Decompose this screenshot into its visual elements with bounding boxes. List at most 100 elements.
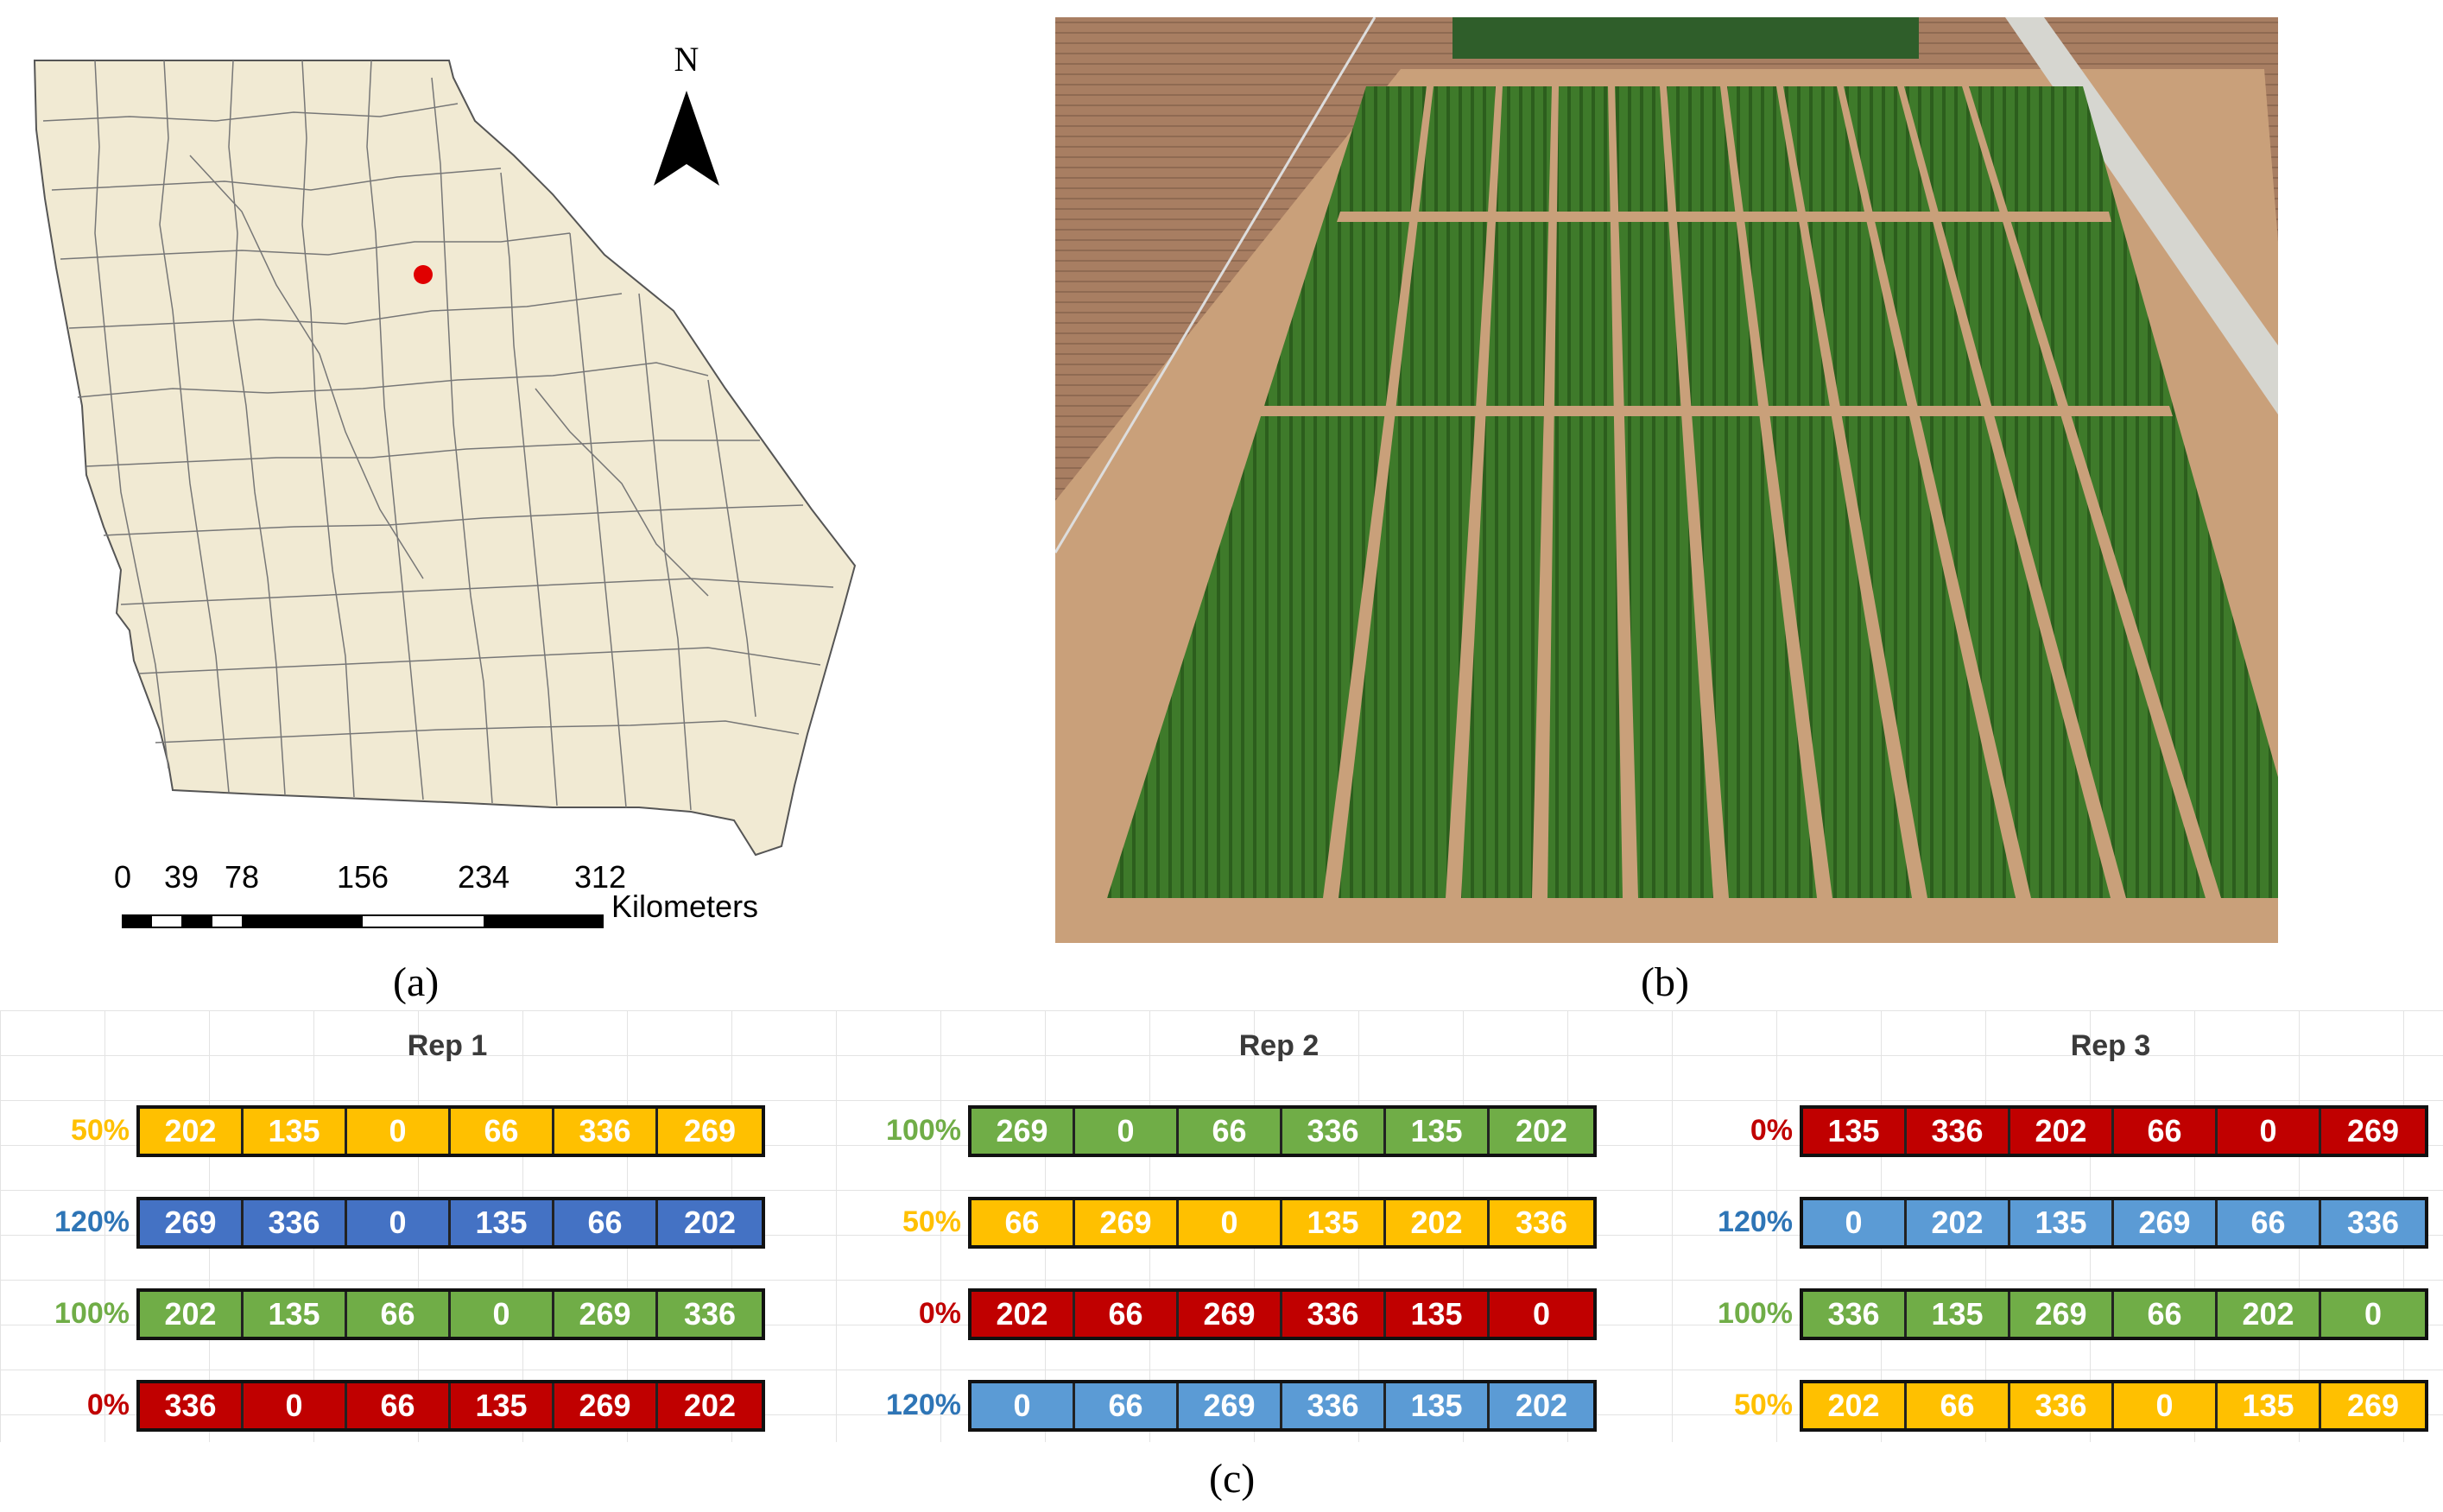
rep-title: Rep 3	[2070, 1029, 2151, 1062]
plot-row: 202 135 0 66 336 269	[136, 1105, 765, 1157]
plot-cell: 0	[244, 1383, 347, 1428]
plot-cell: 269	[554, 1292, 658, 1337]
caption-b: (b)	[1641, 959, 1689, 1005]
plot-cell: 135	[451, 1383, 554, 1428]
plot-cell: 269	[2114, 1200, 2218, 1245]
plot-cell: 336	[140, 1383, 244, 1428]
rep-title: Rep 1	[407, 1029, 488, 1062]
scale-unit: Kilometers	[611, 889, 758, 924]
plot-cell: 0	[1179, 1200, 1282, 1245]
plot-cell: 135	[1386, 1109, 1490, 1154]
irrigation-level-label: 100%	[886, 1114, 961, 1147]
plot-cell: 269	[554, 1383, 658, 1428]
plot-cell: 336	[2321, 1200, 2425, 1245]
plot-cell: 0	[2218, 1109, 2321, 1154]
plot-cell: 202	[658, 1383, 762, 1428]
scale-tick-78: 78	[225, 859, 259, 895]
rep-table-2: Rep 2 100% 269 0 66 336 135 202 50% 66 269 0 135 202 3…	[858, 1010, 1600, 1442]
scale-tick-312: 312	[574, 859, 626, 895]
plot-row: 0 202 135 269 66 336	[1800, 1197, 2428, 1249]
plot-cell: 66	[1907, 1383, 2010, 1428]
plot-cell: 202	[1490, 1383, 1593, 1428]
plot-cell: 269	[2321, 1383, 2425, 1428]
plot-cell: 66	[972, 1200, 1075, 1245]
plot-cell: 202	[140, 1109, 244, 1154]
aerial-photo-illustration	[1054, 16, 2278, 943]
plot-cell: 0	[1075, 1109, 1179, 1154]
north-arrow-icon: N	[654, 40, 719, 186]
plot-row: 66 269 0 135 202 336	[968, 1197, 1597, 1249]
plot-cell: 202	[658, 1200, 762, 1245]
plot-cell: 336	[1282, 1292, 1386, 1337]
georgia-map-panel: N 0 39 78 156 234 312 Kilometers	[17, 26, 881, 933]
irrigation-level-label: 50%	[70, 1114, 130, 1147]
plot-cell: 336	[244, 1200, 347, 1245]
irrigation-level-label: 120%	[54, 1205, 130, 1238]
plot-cell: 336	[1282, 1109, 1386, 1154]
caption-c: (c)	[1209, 1456, 1256, 1502]
plot-cell: 0	[2114, 1383, 2218, 1428]
plot-cell: 135	[2010, 1200, 2114, 1245]
plot-cell: 135	[244, 1292, 347, 1337]
plot-cell: 336	[1803, 1292, 1907, 1337]
plot-cell: 336	[658, 1292, 762, 1337]
aerial-field-photo	[1054, 16, 2278, 943]
plot-row: 135 336 202 66 0 269	[1800, 1105, 2428, 1157]
scale-tick-234: 234	[458, 859, 509, 895]
plot-row: 336 0 66 135 269 202	[136, 1380, 765, 1432]
plot-cell: 0	[451, 1292, 554, 1337]
irrigation-level-label: 0%	[86, 1389, 130, 1421]
rep-table-1: Rep 1 50% 202 135 0 66 336 269 120% 269 336 0 135 66 2…	[26, 1010, 769, 1442]
scale-tick-0: 0	[114, 859, 131, 895]
plot-cell: 66	[451, 1109, 554, 1154]
rep-title: Rep 2	[1238, 1029, 1320, 1062]
plot-cell: 269	[658, 1109, 762, 1154]
irrigation-level-label: 50%	[1733, 1389, 1793, 1421]
plot-cell: 336	[1907, 1109, 2010, 1154]
plot-cell: 135	[1386, 1292, 1490, 1337]
site-marker	[414, 265, 433, 284]
plot-cell: 0	[347, 1109, 451, 1154]
plot-cell: 135	[2218, 1383, 2321, 1428]
irrigation-level-label: 0%	[1750, 1114, 1793, 1147]
plot-cell: 202	[1386, 1200, 1490, 1245]
plot-cell: 336	[1282, 1383, 1386, 1428]
plot-cell: 336	[2010, 1383, 2114, 1428]
plot-cell: 336	[1490, 1200, 1593, 1245]
plot-cell: 135	[451, 1200, 554, 1245]
plot-cell: 135	[1282, 1200, 1386, 1245]
plot-cell: 269	[1075, 1200, 1179, 1245]
plot-cell: 202	[972, 1292, 1075, 1337]
plot-row: 269 0 66 336 135 202	[968, 1105, 1597, 1157]
plot-row: 202 135 66 0 269 336	[136, 1288, 765, 1340]
plot-cell: 336	[554, 1109, 658, 1154]
irrigation-level-label: 120%	[1718, 1205, 1793, 1238]
plot-cell: 269	[972, 1109, 1075, 1154]
plot-cell: 202	[1803, 1383, 1907, 1428]
plot-cell: 0	[2321, 1292, 2425, 1337]
plot-row: 336 135 269 66 202 0	[1800, 1288, 2428, 1340]
plot-cell: 0	[972, 1383, 1075, 1428]
plot-cell: 0	[1490, 1292, 1593, 1337]
plot-cell: 66	[2114, 1109, 2218, 1154]
scale-bar: 0 39 78 156 234 312 Kilometers	[114, 859, 758, 928]
plot-cell: 135	[244, 1109, 347, 1154]
plot-cell: 66	[2218, 1200, 2321, 1245]
plot-cell: 66	[554, 1200, 658, 1245]
plot-cell: 269	[1179, 1292, 1282, 1337]
scale-tick-39: 39	[164, 859, 199, 895]
plot-cell: 66	[347, 1292, 451, 1337]
plot-cell: 202	[2010, 1109, 2114, 1154]
plot-cell: 269	[2010, 1292, 2114, 1337]
plot-row: 202 66 336 0 135 269	[1800, 1380, 2428, 1432]
plot-cell: 66	[1179, 1109, 1282, 1154]
plot-cell: 66	[2114, 1292, 2218, 1337]
irrigation-level-label: 120%	[886, 1389, 961, 1421]
plot-cell: 66	[347, 1383, 451, 1428]
plot-cell: 0	[347, 1200, 451, 1245]
scale-tick-156: 156	[337, 859, 389, 895]
plot-cell: 269	[1179, 1383, 1282, 1428]
plot-cell: 202	[2218, 1292, 2321, 1337]
plot-row: 0 66 269 336 135 202	[968, 1380, 1597, 1432]
irrigation-level-label: 100%	[1718, 1297, 1793, 1330]
